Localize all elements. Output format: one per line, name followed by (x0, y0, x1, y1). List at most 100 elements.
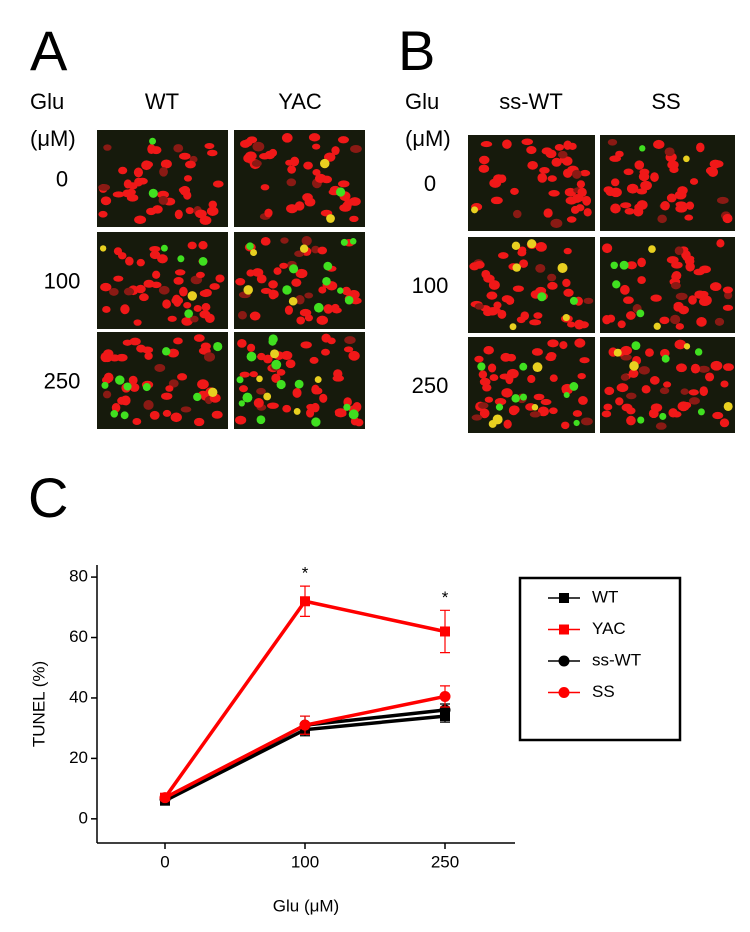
nucleus (474, 303, 484, 310)
nucleus (177, 373, 188, 381)
nucleus (688, 295, 697, 305)
nucleus (116, 353, 128, 362)
nucleus (134, 215, 147, 225)
nucleus (561, 421, 570, 430)
nucleus (624, 207, 635, 215)
nucleus (569, 296, 578, 305)
nucleus (263, 354, 273, 364)
nucleus (103, 144, 112, 151)
nucleus (290, 156, 300, 167)
nucleus (519, 362, 528, 371)
nucleus (132, 417, 142, 426)
nucleus (533, 393, 545, 401)
nucleus (100, 196, 112, 206)
nucleus (554, 144, 565, 151)
nucleus (190, 315, 199, 323)
y-tick-label: 40 (69, 687, 88, 706)
nucleus (489, 306, 501, 314)
nucleus (532, 362, 543, 373)
nucleus (675, 204, 688, 213)
nucleus (168, 379, 179, 388)
nucleus (204, 143, 215, 150)
nucleus (213, 341, 223, 352)
nucleus (580, 417, 593, 426)
nucleus (659, 412, 667, 420)
nucleus (626, 311, 636, 320)
row-label: 250 (412, 373, 449, 398)
nucleus (723, 401, 733, 411)
nucleus (193, 417, 205, 427)
legend-label: WT (592, 587, 618, 606)
nucleus (120, 304, 130, 315)
column-header: ss-WT (499, 89, 563, 114)
nucleus (674, 246, 684, 256)
nucleus (572, 169, 582, 179)
nucleus (688, 389, 699, 396)
nucleus (187, 291, 198, 301)
nucleus (547, 175, 557, 182)
nucleus (620, 284, 630, 295)
x-tick-label: 0 (160, 852, 169, 871)
nucleus (161, 392, 173, 400)
row-header: Glu (405, 89, 439, 114)
nucleus (242, 392, 253, 403)
nucleus (160, 159, 172, 169)
nucleus (689, 178, 699, 185)
nucleus (579, 321, 589, 329)
nucleus (660, 200, 670, 211)
nucleus (268, 148, 278, 157)
nucleus (129, 337, 141, 346)
nucleus (311, 245, 320, 254)
nucleus (122, 339, 133, 346)
nucleus (344, 336, 356, 345)
nucleus (320, 158, 330, 169)
nucleus (564, 187, 577, 197)
nucleus (676, 363, 687, 373)
nucleus (683, 155, 690, 163)
nucleus (141, 160, 152, 171)
nucleus (304, 197, 316, 207)
nucleus (179, 286, 188, 297)
nucleus (495, 403, 504, 411)
nucleus (134, 177, 143, 187)
nucleus (326, 214, 335, 223)
nucleus (637, 257, 646, 268)
nucleus (610, 203, 621, 214)
nucleus (551, 157, 562, 167)
column-header: SS (651, 89, 680, 114)
nucleus (547, 281, 558, 290)
nucleus (198, 257, 208, 266)
data-point (300, 596, 310, 607)
nucleus (650, 294, 662, 302)
data-point (439, 690, 451, 702)
nucleus (710, 282, 722, 292)
nucleus (709, 159, 722, 169)
nucleus (173, 144, 184, 153)
nucleus (531, 404, 539, 411)
nucleus (260, 236, 271, 246)
nucleus (583, 297, 594, 305)
nucleus (535, 263, 546, 273)
nucleus (193, 304, 202, 312)
nucleus (671, 411, 682, 418)
nucleus (653, 139, 665, 149)
nucleus (498, 174, 507, 183)
nucleus (249, 371, 258, 378)
nucleus (284, 305, 294, 315)
nucleus (146, 207, 157, 216)
nucleus (521, 138, 534, 146)
nucleus (183, 175, 193, 182)
y-tick-label: 60 (69, 627, 88, 646)
nucleus (488, 280, 500, 290)
nucleus (343, 403, 351, 411)
nucleus (100, 282, 112, 292)
nucleus (661, 354, 670, 363)
nucleus (620, 202, 632, 209)
nucleus (563, 391, 570, 399)
nucleus (102, 353, 113, 363)
nucleus (349, 238, 357, 245)
nucleus (280, 237, 289, 244)
nucleus (615, 397, 624, 406)
nucleus (677, 186, 688, 196)
nucleus (603, 403, 613, 411)
